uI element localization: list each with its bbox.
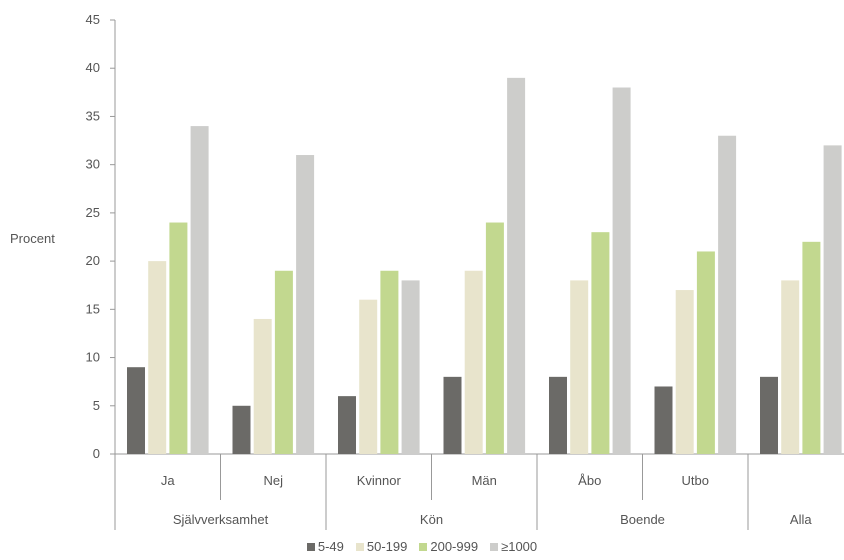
bar <box>570 280 589 454</box>
y-tick-label: 40 <box>86 60 100 75</box>
bar <box>696 251 715 454</box>
legend-swatch <box>490 542 499 551</box>
y-tick-label: 0 <box>93 446 100 461</box>
y-tick-label: 30 <box>86 157 100 172</box>
bar <box>232 405 251 454</box>
legend-item: 200-999 <box>419 538 478 554</box>
y-axis-label: Procent <box>10 231 55 246</box>
bar <box>781 280 800 454</box>
bar <box>148 261 167 454</box>
category-label: Åbo <box>578 473 601 488</box>
legend-label: 50-199 <box>366 539 408 555</box>
bar <box>802 241 821 454</box>
bar <box>169 222 188 454</box>
legend: 5-49 50-199 200-999 ≥1000 <box>0 538 844 554</box>
y-tick-label: 20 <box>86 253 100 268</box>
legend-item: ≥1000 <box>490 538 537 554</box>
group-label: Självverksamhet <box>173 512 269 527</box>
y-tick-label: 15 <box>86 301 100 316</box>
bar <box>591 232 610 454</box>
bar <box>296 155 315 454</box>
y-axis-ticks: 0 5 10 15 20 25 30 35 40 45 <box>86 12 115 461</box>
bar <box>464 270 483 454</box>
category-label: Män <box>472 473 497 488</box>
bar <box>338 396 356 454</box>
bar <box>274 270 293 454</box>
legend-label: 5-49 <box>317 539 344 555</box>
bar <box>549 376 567 454</box>
group-label: Kön <box>420 512 443 527</box>
bar <box>675 290 694 454</box>
bar <box>612 87 631 454</box>
category-dividers <box>114 454 749 530</box>
y-tick-label: 10 <box>86 350 100 365</box>
group-label: Alla <box>790 512 812 527</box>
bar <box>253 318 272 454</box>
bar <box>718 135 737 454</box>
bar <box>380 270 399 454</box>
bar <box>443 376 462 454</box>
bar <box>654 386 673 454</box>
bar <box>760 376 778 454</box>
bar <box>823 145 842 454</box>
bars <box>127 77 842 454</box>
legend-swatch <box>355 542 364 551</box>
group-label: Boende <box>620 512 665 527</box>
bar <box>401 280 420 454</box>
y-tick-label: 35 <box>86 108 100 123</box>
bar <box>485 222 504 454</box>
category-label: Utbo <box>682 473 709 488</box>
bar <box>359 299 378 454</box>
bar <box>190 126 209 454</box>
bar <box>507 77 526 454</box>
y-tick-label: 45 <box>86 12 100 27</box>
y-tick-label: 25 <box>86 205 100 220</box>
bar-chart: 0 5 10 15 20 25 30 35 40 45 Procent Ja Nej Kvinnor M… <box>10 12 844 530</box>
bar <box>127 367 145 454</box>
category-label: Nej <box>263 473 283 488</box>
category-label: Ja <box>161 473 176 488</box>
legend-swatch <box>419 542 428 551</box>
legend-label: 200-999 <box>430 539 479 555</box>
category-labels: Ja Nej Kvinnor Män Åbo Utbo Självverksamhet Kön… <box>161 473 812 527</box>
legend-swatch <box>306 542 315 551</box>
legend-label: ≥1000 <box>501 539 538 555</box>
y-tick-label: 5 <box>93 398 100 413</box>
category-label: Kvinnor <box>357 473 402 488</box>
legend-item: 5-49 <box>306 538 344 555</box>
legend-item: 50-199 <box>355 538 408 555</box>
